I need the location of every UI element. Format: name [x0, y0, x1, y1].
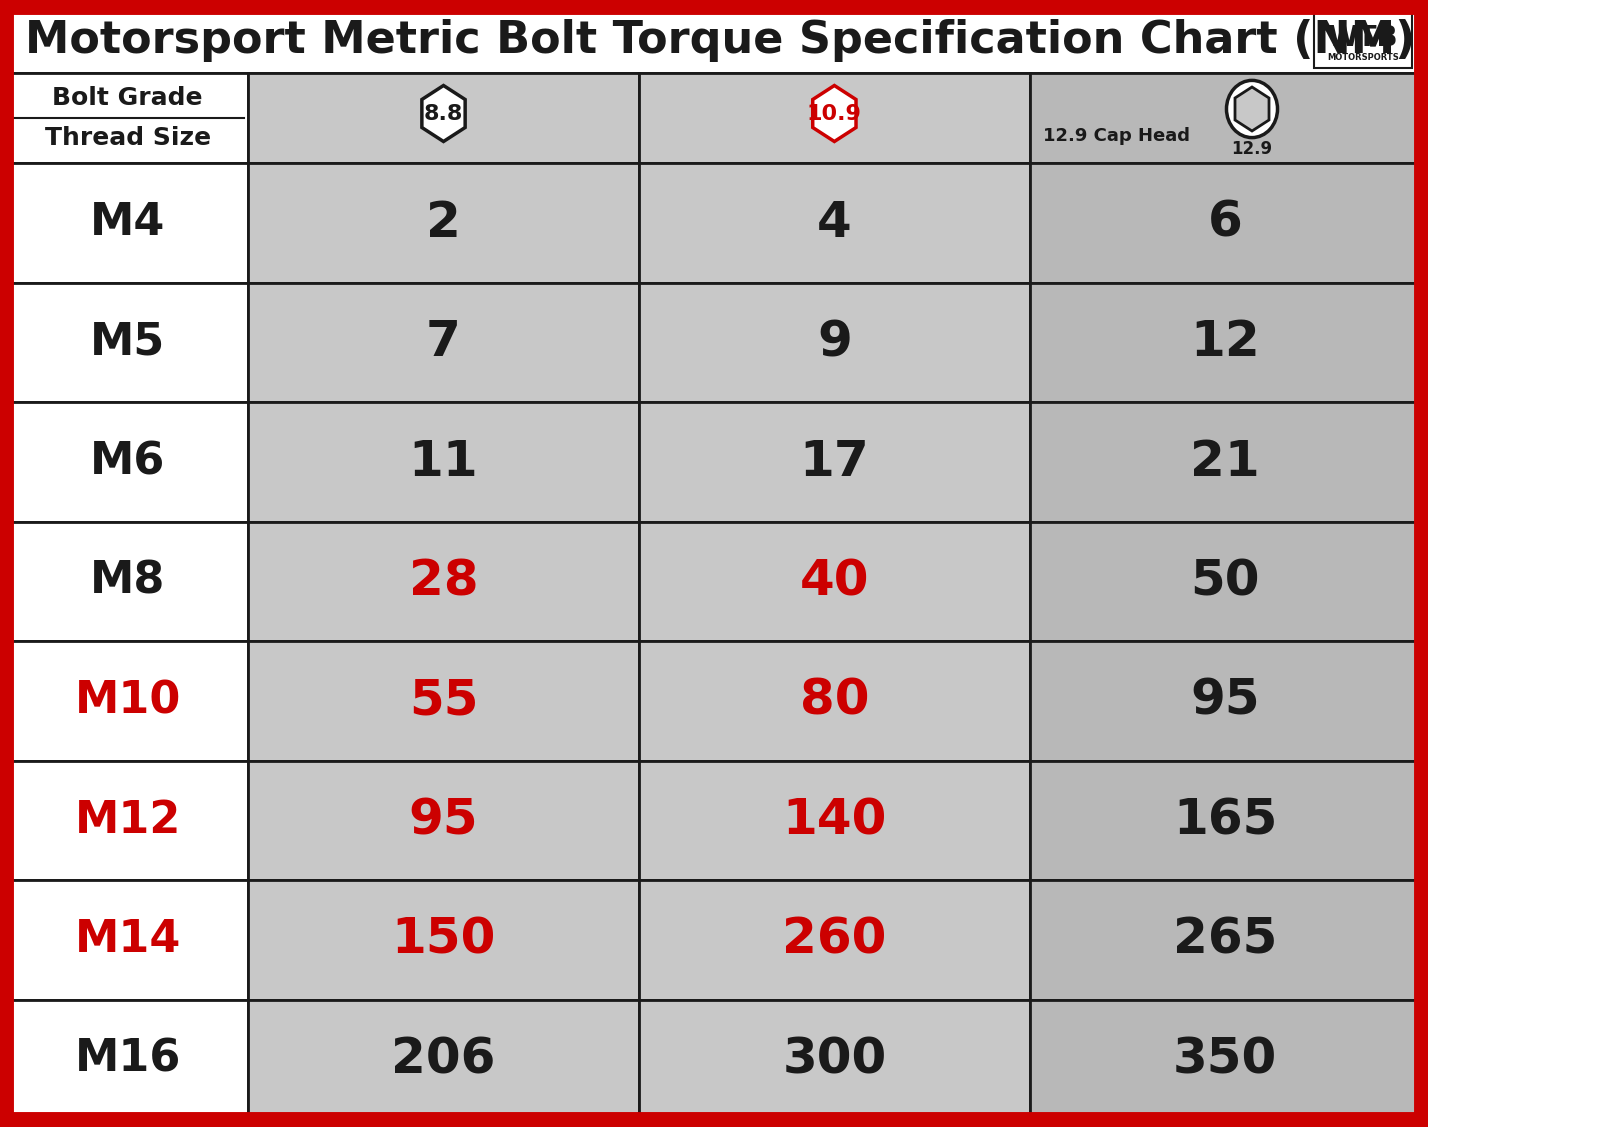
Text: 10.9: 10.9 [806, 104, 862, 124]
FancyBboxPatch shape [6, 522, 248, 641]
Text: 350: 350 [1173, 1036, 1277, 1083]
FancyBboxPatch shape [638, 641, 1030, 761]
FancyBboxPatch shape [1030, 402, 1421, 522]
FancyBboxPatch shape [6, 641, 248, 761]
Text: 12.9 Cap Head: 12.9 Cap Head [1043, 127, 1190, 145]
Text: 150: 150 [392, 916, 496, 964]
FancyBboxPatch shape [638, 283, 1030, 402]
FancyBboxPatch shape [1030, 880, 1421, 1000]
Text: M10: M10 [75, 680, 181, 722]
Text: 140: 140 [782, 797, 886, 844]
FancyBboxPatch shape [6, 761, 248, 880]
Text: M5: M5 [90, 321, 165, 364]
FancyBboxPatch shape [638, 1000, 1030, 1119]
FancyBboxPatch shape [638, 522, 1030, 641]
Text: 9: 9 [818, 318, 851, 366]
FancyBboxPatch shape [248, 641, 638, 761]
FancyBboxPatch shape [248, 1000, 638, 1119]
FancyBboxPatch shape [1030, 761, 1421, 880]
Text: 40: 40 [800, 557, 869, 605]
FancyBboxPatch shape [248, 283, 638, 402]
FancyBboxPatch shape [248, 880, 638, 1000]
Polygon shape [813, 86, 856, 142]
Text: 17: 17 [800, 437, 869, 486]
Text: M8: M8 [90, 560, 165, 603]
FancyBboxPatch shape [638, 880, 1030, 1000]
Text: 260: 260 [782, 916, 886, 964]
Polygon shape [422, 86, 466, 142]
FancyBboxPatch shape [6, 283, 248, 402]
Text: 265: 265 [1173, 916, 1277, 964]
Text: 6: 6 [1208, 198, 1243, 247]
Text: 7: 7 [426, 318, 461, 366]
FancyBboxPatch shape [1030, 641, 1421, 761]
Text: Bolt Grade: Bolt Grade [53, 86, 203, 110]
FancyBboxPatch shape [1030, 1000, 1421, 1119]
Polygon shape [1235, 87, 1269, 131]
Text: M4: M4 [90, 202, 165, 245]
FancyBboxPatch shape [1030, 283, 1421, 402]
FancyBboxPatch shape [1314, 14, 1411, 68]
Text: M14: M14 [75, 919, 181, 961]
FancyBboxPatch shape [638, 402, 1030, 522]
FancyBboxPatch shape [6, 73, 248, 163]
Text: 11: 11 [408, 437, 478, 486]
Circle shape [1227, 80, 1277, 137]
Text: Motorsport Metric Bolt Torque Specification Chart (NM): Motorsport Metric Bolt Torque Specificat… [26, 19, 1416, 62]
FancyBboxPatch shape [248, 761, 638, 880]
Text: 95: 95 [1190, 676, 1261, 725]
FancyBboxPatch shape [6, 880, 248, 1000]
Text: 50: 50 [1190, 557, 1259, 605]
FancyBboxPatch shape [6, 402, 248, 522]
FancyBboxPatch shape [638, 761, 1030, 880]
FancyBboxPatch shape [0, 0, 1427, 1127]
Text: 8.8: 8.8 [424, 104, 462, 124]
Text: 12: 12 [1190, 318, 1261, 366]
FancyBboxPatch shape [638, 163, 1030, 283]
FancyBboxPatch shape [6, 8, 1421, 73]
Text: 21: 21 [1190, 437, 1261, 486]
FancyBboxPatch shape [248, 73, 638, 163]
Text: 28: 28 [408, 557, 478, 605]
Text: M12: M12 [75, 799, 181, 842]
Text: 80: 80 [800, 676, 869, 725]
Text: 300: 300 [782, 1036, 886, 1083]
FancyBboxPatch shape [248, 522, 638, 641]
FancyBboxPatch shape [248, 402, 638, 522]
FancyBboxPatch shape [1030, 522, 1421, 641]
Text: WTB: WTB [1328, 24, 1398, 52]
Text: 206: 206 [392, 1036, 496, 1083]
Text: M6: M6 [90, 441, 165, 483]
FancyBboxPatch shape [6, 163, 248, 283]
Text: 165: 165 [1173, 797, 1277, 844]
Text: 4: 4 [818, 198, 851, 247]
Text: 2: 2 [426, 198, 461, 247]
FancyBboxPatch shape [1030, 163, 1421, 283]
Text: M16: M16 [75, 1038, 181, 1081]
Text: MOTORSPORTS: MOTORSPORTS [1326, 53, 1398, 62]
FancyBboxPatch shape [6, 1000, 248, 1119]
FancyBboxPatch shape [1030, 73, 1421, 163]
Text: 12.9: 12.9 [1232, 140, 1272, 158]
Text: 95: 95 [408, 797, 478, 844]
Text: Thread Size: Thread Size [45, 126, 211, 150]
FancyBboxPatch shape [638, 73, 1030, 163]
Text: 55: 55 [408, 676, 478, 725]
FancyBboxPatch shape [248, 163, 638, 283]
